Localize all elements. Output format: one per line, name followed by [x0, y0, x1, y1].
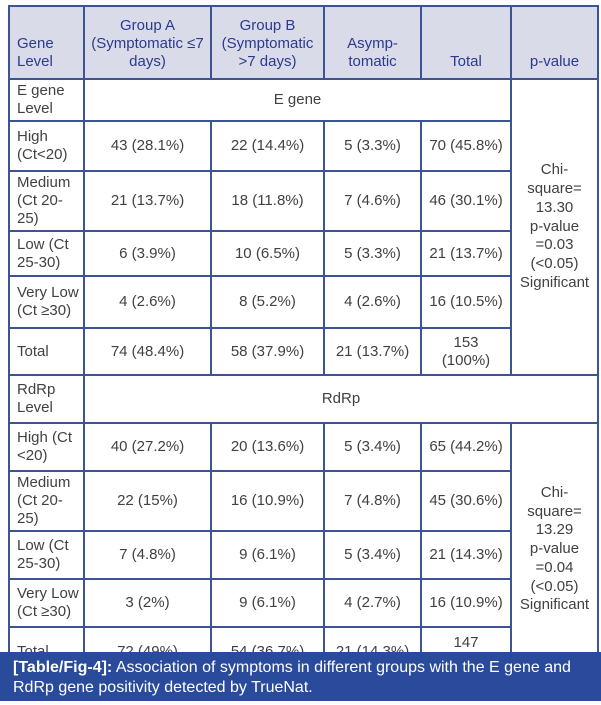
row-header-rdrp-medium: Medium (Ct 20-25)	[8, 470, 85, 532]
value-cell: 22 (15%)	[83, 470, 212, 532]
caption-tag: [Table/Fig-4]:	[13, 659, 113, 676]
value-cell: 21 (14.3%)	[420, 530, 512, 580]
table-row: Low (Ct 25-30) 7 (4.8%) 9 (6.1%) 5 (3.4%…	[8, 530, 598, 580]
value-cell: 16 (10.9%)	[210, 470, 325, 532]
value-cell: 70 (45.8%)	[420, 120, 512, 172]
value-cell: 9 (6.1%)	[210, 530, 325, 580]
row-header-egene-high: High (Ct<20)	[8, 120, 85, 172]
table-row: Total 74 (48.4%) 58 (37.9%) 21 (13.7%) 1…	[8, 327, 598, 376]
caption-text: Association of symptoms in different gro…	[13, 659, 571, 697]
value-cell: 7 (4.8%)	[83, 530, 212, 580]
table-caption: [Table/Fig-4]: Association of symptoms i…	[0, 652, 601, 701]
column-header-group-a: Group A (Symptomatic ≤7 days)	[83, 5, 212, 80]
value-cell: 153 (100%)	[420, 327, 512, 376]
value-cell: 5 (3.3%)	[323, 120, 422, 172]
value-cell: 9 (6.1%)	[210, 578, 325, 628]
column-header-gene-level: Gene Level	[8, 5, 85, 80]
row-header-egene-level: E gene Level	[8, 78, 85, 122]
row-header-egene-medium: Medium (Ct 20-25)	[8, 170, 85, 232]
value-cell: 10 (6.5%)	[210, 230, 325, 277]
row-header-rdrp-low: Low (Ct 25-30)	[8, 530, 85, 580]
header-row: Gene Level Group A (Symptomatic ≤7 days)…	[8, 5, 599, 80]
column-header-asymptomatic: Asymp- tomatic	[323, 5, 422, 80]
rdrp-p-value-cell: Chi- square= 13.29 p-value =0.04 (<0.05)…	[510, 422, 599, 677]
column-header-group-b: Group B (Symptomatic >7 days)	[210, 5, 325, 80]
value-cell: 6 (3.9%)	[83, 230, 212, 277]
table-row: Very Low (Ct ≥30) 4 (2.6%) 8 (5.2%) 4 (2…	[8, 275, 598, 329]
column-header-p-value: p-value	[510, 5, 599, 80]
rdrp-section-span-cell: RdRp	[83, 374, 599, 424]
row-header-egene-low: Low (Ct 25-30)	[8, 230, 85, 277]
value-cell: 4 (2.6%)	[83, 275, 212, 329]
egene-section-span-cell: E gene	[83, 78, 512, 122]
table-row: Medium (Ct 20-25) 22 (15%) 16 (10.9%) 7 …	[8, 470, 598, 532]
value-cell: 65 (44.2%)	[420, 422, 512, 472]
value-cell: 3 (2%)	[83, 578, 212, 628]
column-header-total: Total	[420, 5, 512, 80]
value-cell: 40 (27.2%)	[83, 422, 212, 472]
value-cell: 5 (3.4%)	[323, 422, 422, 472]
row-header-egene-very-low: Very Low (Ct ≥30)	[8, 275, 85, 329]
value-cell: 21 (13.7%)	[420, 230, 512, 277]
egene-p-value-cell: Chi- square= 13.30 p-value =0.03 (<0.05)…	[510, 78, 599, 376]
value-cell: 18 (11.8%)	[210, 170, 325, 232]
value-cell: 7 (4.8%)	[323, 470, 422, 532]
value-cell: 21 (13.7%)	[83, 170, 212, 232]
table-row: Medium (Ct 20-25) 21 (13.7%) 18 (11.8%) …	[8, 170, 598, 232]
value-cell: 45 (30.6%)	[420, 470, 512, 532]
row-header-rdrp-level: RdRp Level	[8, 374, 85, 424]
rdrp-section-row: RdRp Level RdRp	[8, 374, 599, 424]
value-cell: 5 (3.4%)	[323, 530, 422, 580]
value-cell: 22 (14.4%)	[210, 120, 325, 172]
table-row: Very Low (Ct ≥30) 3 (2%) 9 (6.1%) 4 (2.7…	[8, 578, 598, 628]
value-cell: 46 (30.1%)	[420, 170, 512, 232]
value-cell: 16 (10.9%)	[420, 578, 512, 628]
value-cell: 5 (3.3%)	[323, 230, 422, 277]
row-header-rdrp-very-low: Very Low (Ct ≥30)	[8, 578, 85, 628]
value-cell: 20 (13.6%)	[210, 422, 325, 472]
row-header-egene-total: Total	[8, 327, 85, 376]
value-cell: 4 (2.7%)	[323, 578, 422, 628]
row-header-rdrp-high: High (Ct <20)	[8, 422, 85, 472]
table-row: High (Ct <20) 40 (27.2%) 20 (13.6%) 5 (3…	[8, 422, 599, 677]
value-cell: 16 (10.5%)	[420, 275, 512, 329]
value-cell: 21 (13.7%)	[323, 327, 422, 376]
value-cell: 8 (5.2%)	[210, 275, 325, 329]
table-row: High (Ct<20) 43 (28.1%) 22 (14.4%) 5 (3.…	[8, 120, 598, 172]
value-cell: 58 (37.9%)	[210, 327, 325, 376]
value-cell: 43 (28.1%)	[83, 120, 212, 172]
gene-positivity-table: Gene Level Group A (Symptomatic ≤7 days)…	[8, 5, 599, 677]
value-cell: 7 (4.6%)	[323, 170, 422, 232]
value-cell: 4 (2.6%)	[323, 275, 422, 329]
value-cell: 74 (48.4%)	[83, 327, 212, 376]
table-row: Low (Ct 25-30) 6 (3.9%) 10 (6.5%) 5 (3.3…	[8, 230, 598, 277]
egene-section-row: E gene Level E gene Chi- square= 13.30 p…	[8, 78, 599, 376]
